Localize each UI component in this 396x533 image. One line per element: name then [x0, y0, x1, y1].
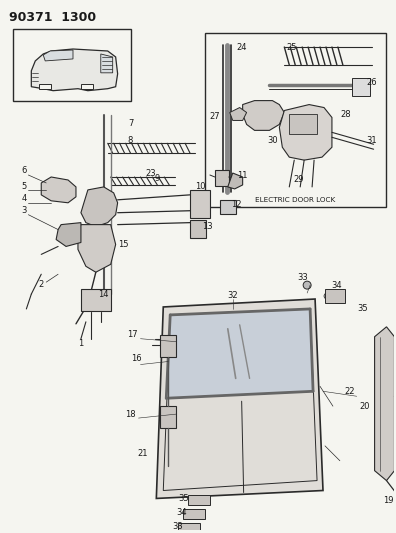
Text: 14: 14: [99, 289, 109, 298]
Polygon shape: [166, 309, 313, 398]
Polygon shape: [41, 177, 76, 203]
Text: 22: 22: [345, 387, 355, 396]
Circle shape: [298, 132, 308, 142]
Polygon shape: [228, 173, 243, 189]
Text: 90371  1300: 90371 1300: [10, 11, 97, 25]
Text: 7: 7: [128, 119, 133, 128]
Text: 10: 10: [195, 182, 205, 191]
Text: 23: 23: [145, 168, 156, 177]
Text: 20: 20: [360, 402, 370, 410]
Text: 25: 25: [286, 43, 297, 52]
Polygon shape: [279, 104, 332, 160]
Bar: [215, 170, 229, 186]
Text: 29: 29: [293, 175, 303, 184]
Circle shape: [337, 293, 343, 299]
Circle shape: [68, 229, 74, 236]
Text: 12: 12: [231, 200, 242, 209]
Text: 31: 31: [366, 136, 377, 145]
Text: ELECTRIC DOOR LOCK: ELECTRIC DOOR LOCK: [255, 197, 335, 203]
Text: 13: 13: [202, 222, 212, 231]
Bar: [188, 496, 210, 505]
Text: 19: 19: [383, 496, 394, 505]
Bar: [325, 289, 345, 303]
Text: 2: 2: [39, 280, 44, 289]
Text: 33: 33: [173, 522, 183, 531]
Text: 30: 30: [267, 136, 278, 145]
Bar: [183, 510, 205, 519]
Polygon shape: [243, 101, 284, 131]
Text: 4: 4: [22, 195, 27, 203]
Text: 33: 33: [298, 273, 308, 282]
Circle shape: [196, 511, 204, 518]
Text: 28: 28: [341, 110, 351, 119]
Text: 18: 18: [125, 410, 136, 418]
Polygon shape: [101, 54, 113, 73]
Text: 26: 26: [366, 78, 377, 87]
Text: 34: 34: [331, 281, 342, 289]
Polygon shape: [43, 50, 73, 61]
Circle shape: [68, 236, 74, 243]
Polygon shape: [156, 299, 323, 498]
Text: 6: 6: [22, 166, 27, 174]
Text: 3: 3: [22, 206, 27, 215]
Text: 32: 32: [227, 290, 238, 300]
Circle shape: [190, 497, 196, 504]
Text: 9: 9: [155, 174, 160, 183]
Polygon shape: [39, 84, 51, 88]
Polygon shape: [81, 187, 118, 227]
Bar: [178, 523, 200, 533]
Bar: [190, 190, 210, 217]
Text: 34: 34: [176, 508, 187, 517]
Polygon shape: [31, 49, 118, 91]
Bar: [352, 78, 369, 95]
Polygon shape: [81, 84, 93, 88]
Text: 35: 35: [178, 494, 188, 503]
Text: 21: 21: [137, 449, 148, 458]
Circle shape: [303, 281, 311, 289]
Text: 15: 15: [118, 240, 129, 249]
Circle shape: [164, 358, 172, 366]
Text: 11: 11: [237, 171, 248, 180]
Bar: [160, 406, 176, 428]
Polygon shape: [56, 223, 81, 246]
Circle shape: [163, 341, 173, 351]
Text: 5: 5: [22, 182, 27, 191]
Bar: [160, 335, 176, 357]
Circle shape: [202, 497, 208, 504]
Circle shape: [293, 127, 313, 147]
Circle shape: [324, 293, 330, 299]
Circle shape: [163, 412, 173, 422]
Text: 24: 24: [236, 43, 247, 52]
Bar: [289, 115, 317, 134]
Polygon shape: [375, 327, 394, 481]
Circle shape: [180, 524, 187, 532]
Bar: [220, 200, 236, 214]
Polygon shape: [78, 224, 116, 272]
Text: 27: 27: [209, 112, 220, 121]
Circle shape: [185, 511, 192, 518]
Bar: [13, 29, 131, 101]
Bar: [81, 289, 111, 311]
Text: 16: 16: [131, 354, 142, 363]
Text: 35: 35: [357, 304, 368, 313]
Polygon shape: [230, 108, 247, 120]
Circle shape: [192, 524, 198, 532]
Text: 8: 8: [128, 136, 133, 145]
Text: 1: 1: [78, 339, 84, 348]
Bar: [190, 220, 206, 238]
Text: 17: 17: [127, 330, 138, 339]
Circle shape: [224, 48, 230, 54]
Bar: [205, 33, 386, 207]
